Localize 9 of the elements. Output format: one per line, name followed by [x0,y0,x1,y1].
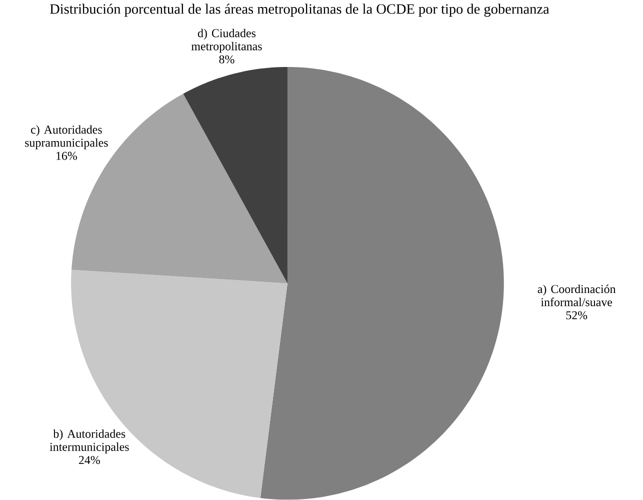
slice-label: b) Autoridades intermunicipales [50,430,129,454]
slice-label: a) Coordinación informal/suave [538,284,616,306]
data-label: 16% [56,152,77,160]
data-label: 24% [78,456,100,464]
slice-label: c) Autoridades supramunicipales [25,125,108,150]
slice-label: d) Ciudades metropolitanas [191,28,262,53]
data-label: 8% [219,55,234,64]
data-label: 52% [566,311,588,320]
chart-title: Distribución porcentual de las áreas metropolitanas de la OCDE por tipo de gobernanza [50,4,550,17]
